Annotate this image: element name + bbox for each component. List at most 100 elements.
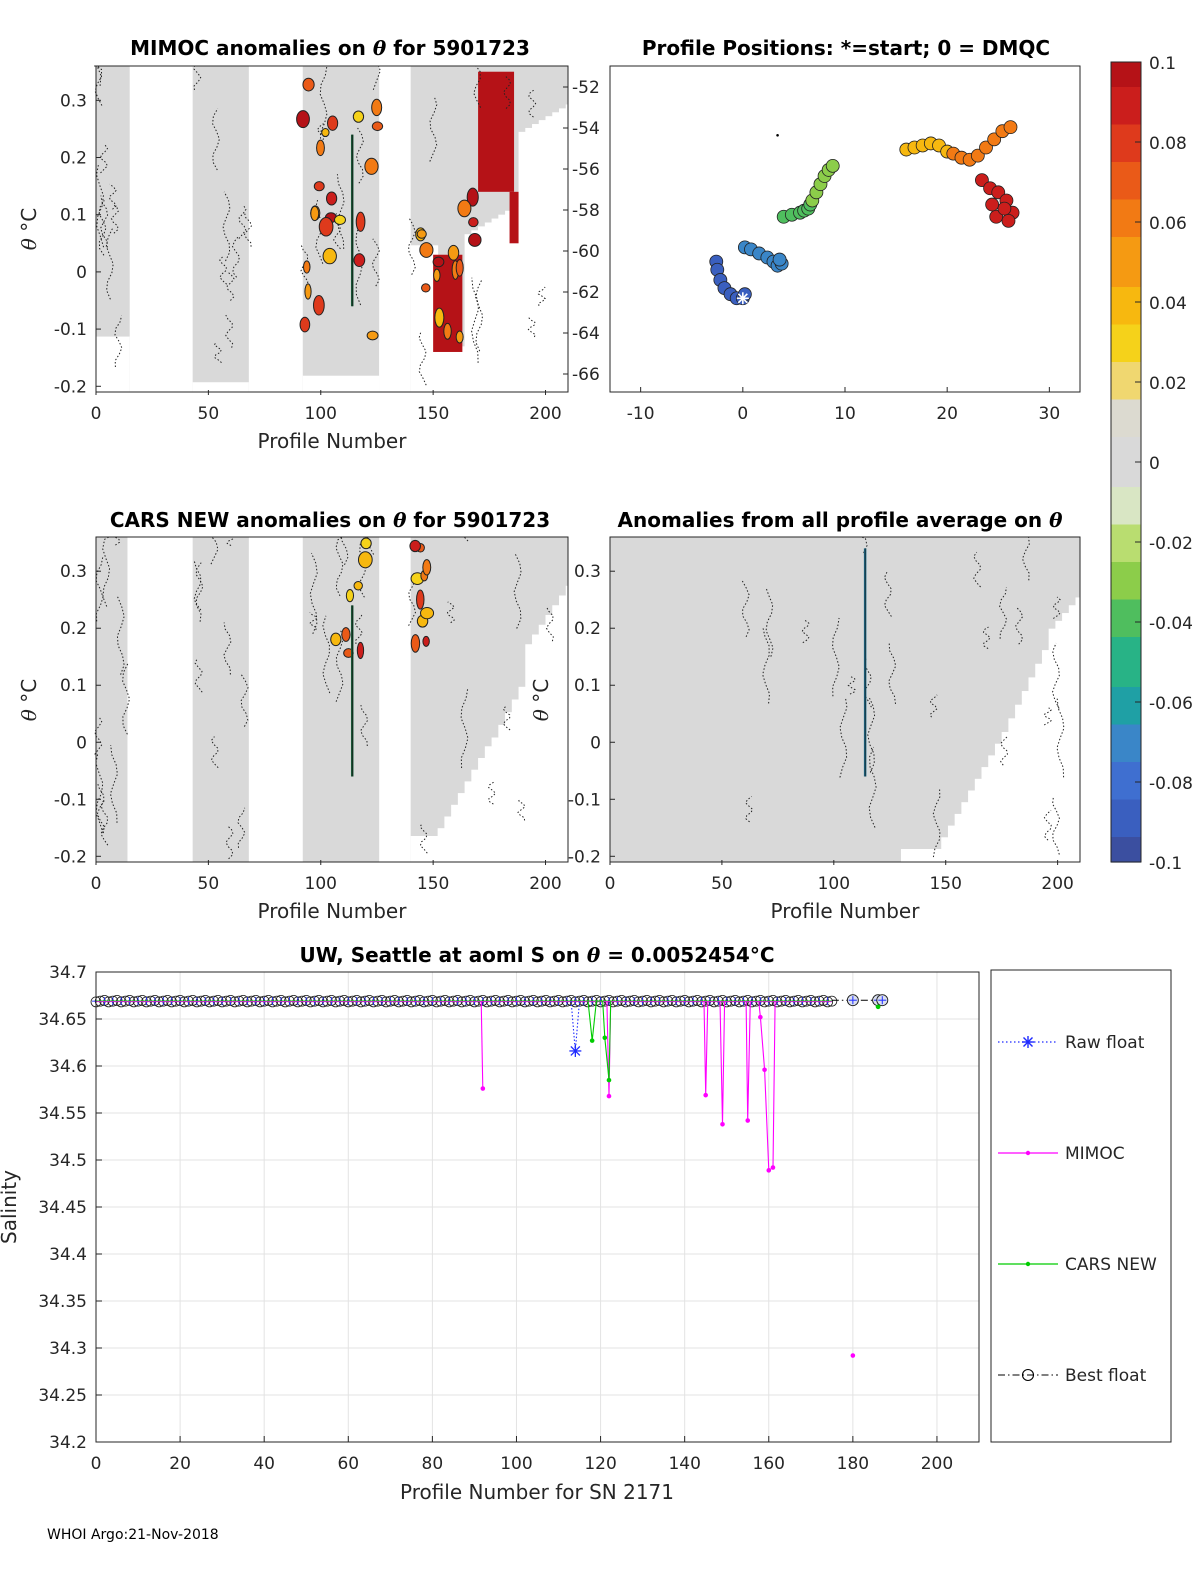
- data-coverage-block: [192, 537, 249, 862]
- colorbar-tick-label: -0.04: [1149, 614, 1193, 634]
- best-float-point: [174, 994, 186, 1006]
- anomaly-contour-blob: [322, 247, 337, 265]
- cars-title: CARS NEW anomalies on θ for 5901723: [110, 508, 550, 532]
- x-tick-label: 50: [198, 404, 220, 424]
- x-tick-label: -10: [627, 404, 655, 424]
- cars-outlier-point: [602, 1035, 608, 1041]
- anomaly-contour-blob: [326, 115, 339, 131]
- best-float-point: [666, 994, 678, 1006]
- profile-position-marker: [970, 148, 985, 163]
- cars-x-ticks: 0 50 100 150 200: [91, 860, 562, 894]
- anomaly-contour-blob: [421, 283, 431, 293]
- anomaly-contour-blob: [353, 580, 363, 591]
- anomaly-contour-blob: [302, 77, 315, 92]
- warm-anomaly-patch: [478, 71, 515, 192]
- average-anomaly-field: [610, 536, 1083, 862]
- y-tick-label: 0: [76, 733, 87, 753]
- profile-position-marker: [987, 132, 1002, 147]
- x-tick-label: 0: [91, 874, 102, 894]
- lat-tick-label: -54: [572, 119, 600, 139]
- profile-position-marker: [975, 173, 989, 188]
- best-float-point: [136, 994, 148, 1006]
- average-panel: Anomalies from all profile average on θ …: [529, 508, 1083, 923]
- best-float-point: [767, 994, 779, 1006]
- best-float-point: [162, 994, 173, 1006]
- mimoc-outlier-point: [703, 1092, 708, 1098]
- anomaly-contour-blob: [371, 121, 384, 132]
- anomaly-contour-blob: [318, 217, 334, 237]
- x-tick-label: 0: [91, 404, 102, 424]
- lat-tick-label: -62: [572, 283, 600, 303]
- best-float-point: [300, 994, 312, 1006]
- colorbar-tick-label: -0.06: [1149, 694, 1193, 714]
- y-tick-label: 34.65: [38, 1010, 87, 1030]
- anomaly-contour-blob: [352, 110, 365, 123]
- y-tick-label: -0.2: [54, 847, 87, 867]
- anomaly-contour-blob: [419, 242, 434, 258]
- best-float-point: [426, 994, 438, 1006]
- x-tick-label: 10: [834, 404, 856, 424]
- anomaly-contour-blob: [371, 98, 383, 117]
- average-x-ticks: 0 50 100 150 200: [605, 860, 1074, 894]
- best-float-point: [262, 994, 274, 1006]
- legend-best-label: Best float: [1065, 1366, 1147, 1386]
- best-float-point: [616, 994, 627, 1006]
- salinity-y-ticks: 34.2 34.25 34.3 34.35 34.4 34.45 34.5 34.55 34.6…: [38, 963, 102, 1453]
- best-float-point: [187, 994, 199, 1006]
- anomaly-contour-blob: [433, 268, 441, 282]
- y-tick-label: 0.3: [60, 91, 87, 111]
- anomaly-contour-blob: [345, 589, 355, 603]
- anomaly-contour-blob: [325, 191, 338, 206]
- mimoc-x-ticks: 0 50 100 150 200: [91, 390, 562, 424]
- anomaly-contour-blob: [341, 627, 351, 642]
- best-float-point: [225, 994, 236, 1006]
- mimoc-ylabel: θ °C: [17, 208, 41, 250]
- profile-position-marker: [772, 252, 787, 267]
- best-float-point: [641, 994, 653, 1006]
- average-axes: [609, 536, 1081, 863]
- anomaly-contour-blob: [466, 187, 479, 207]
- x-tick-label: 0: [91, 1454, 102, 1474]
- mimoc-panel: MIMOC anomalies on θ for 5901723 0.30.20…: [17, 36, 600, 453]
- average-y-ticks: 0.3 0.2 0.1 0 -0.1 -0.2: [568, 562, 615, 867]
- best-float-point: [717, 994, 728, 1006]
- anomaly-contour-blob: [357, 551, 373, 569]
- anomaly-contour-blob: [410, 634, 421, 653]
- anomaly-contour-blob: [334, 214, 346, 225]
- data-coverage-block: [96, 537, 128, 862]
- positions-axes: [609, 65, 1081, 393]
- positions-x-ticks: -10 0 10 20 30: [627, 387, 1060, 424]
- lat-tick-label: -60: [572, 242, 600, 262]
- anomaly-contour-blob: [299, 316, 311, 333]
- best-float-point: [578, 994, 590, 1006]
- best-float-point: [628, 994, 640, 1006]
- cars-y-ticks: 0.3 0.2 0.1 0 -0.1 -0.2: [54, 562, 101, 867]
- positions-title: Profile Positions: *=start; 0 = DMQC: [642, 36, 1050, 60]
- mimoc-title: MIMOC anomalies on θ for 5901723: [130, 36, 530, 60]
- colorbar-tick-label: 0.1: [1149, 54, 1176, 74]
- anomaly-contour-blob: [355, 211, 366, 232]
- best-float-point: [679, 994, 691, 1006]
- x-tick-label: 100: [305, 404, 337, 424]
- y-tick-label: 0: [590, 733, 601, 753]
- anomaly-contour-blob: [416, 229, 427, 239]
- best-float-point: [490, 994, 501, 1006]
- x-tick-label: 20: [936, 404, 958, 424]
- best-float-point: [414, 994, 426, 1006]
- best-float-point: [502, 994, 514, 1006]
- cars-ylabel: θ °C: [17, 679, 41, 721]
- best-float-point: [515, 994, 527, 1006]
- best-float-point: [540, 994, 552, 1006]
- colorbar-tick-label: 0.04: [1149, 294, 1187, 314]
- best-float-point: [464, 994, 476, 1006]
- x-tick-label: 100: [500, 1454, 532, 1474]
- salinity-ylabel: Salinity: [0, 1170, 21, 1244]
- anomaly-contour-blob: [422, 559, 432, 576]
- x-tick-label: 50: [198, 874, 220, 894]
- profile-position-marker: [1001, 213, 1016, 228]
- y-tick-label: 34.55: [38, 1104, 87, 1124]
- x-tick-label: 150: [417, 404, 449, 424]
- anomaly-contour-blob: [296, 110, 310, 129]
- y-tick-label: 34.25: [38, 1386, 87, 1406]
- x-tick-label: 200: [921, 1454, 953, 1474]
